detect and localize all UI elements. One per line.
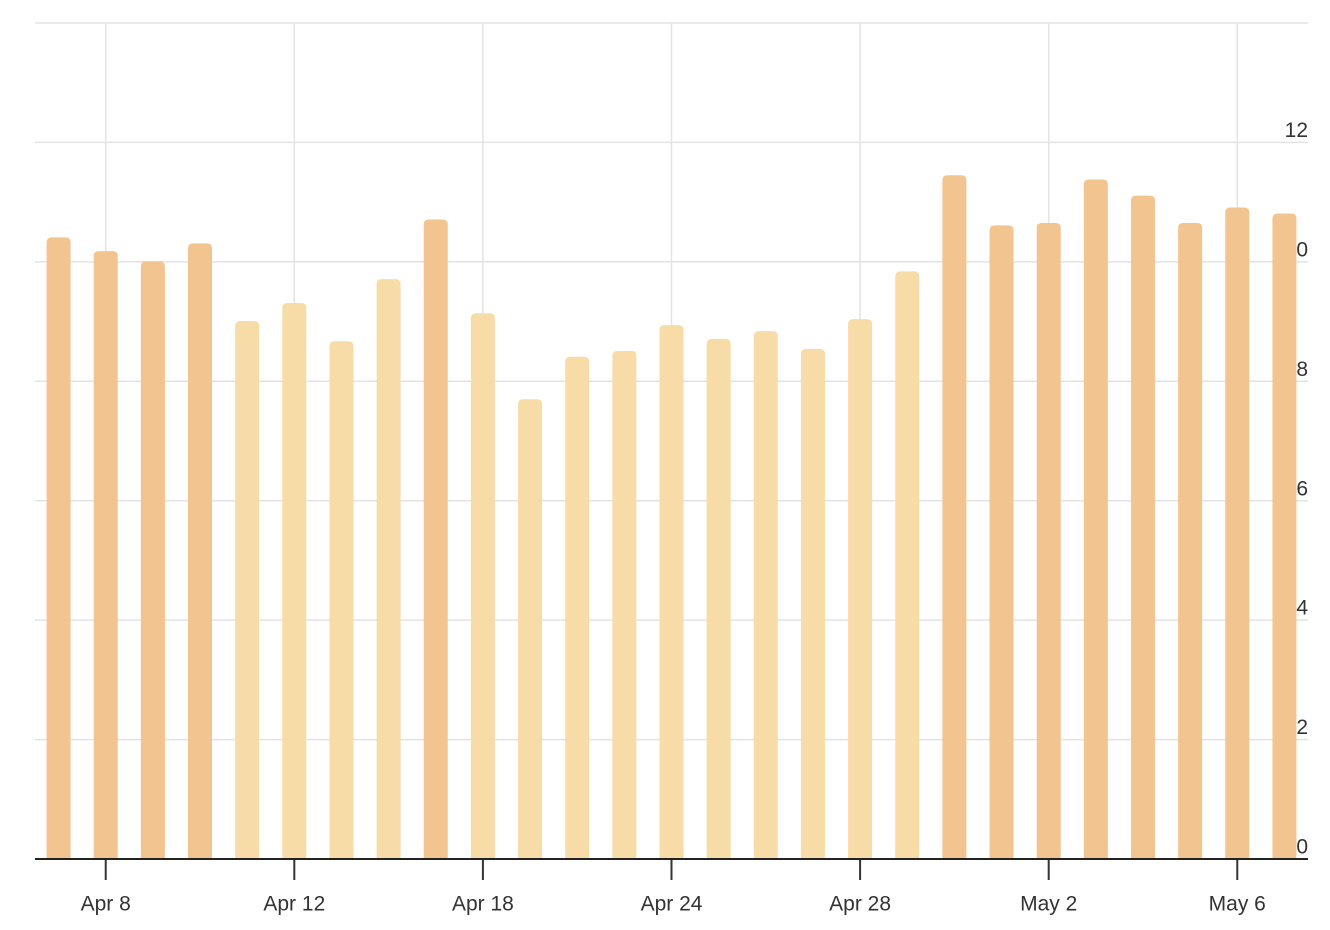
- bar: [1083, 179, 1108, 860]
- y-tick-label: 8: [1296, 358, 1308, 381]
- y-tick-label: 12: [1285, 119, 1308, 142]
- bar: [518, 399, 543, 859]
- bar: [423, 219, 448, 859]
- bar: [800, 349, 825, 859]
- y-tick-label: 2: [1296, 716, 1308, 739]
- x-tick-label: Apr 12: [263, 893, 325, 916]
- bar: [942, 175, 967, 859]
- bar: [376, 279, 401, 859]
- bar: [706, 338, 731, 860]
- bar: [1130, 195, 1155, 859]
- bar: [329, 341, 354, 860]
- bar: [565, 356, 590, 859]
- x-tick-label: May 2: [1020, 893, 1077, 916]
- bar: [659, 325, 684, 859]
- bar: [895, 271, 920, 859]
- bar: [848, 319, 873, 859]
- bar: [989, 225, 1014, 860]
- y-tick-label: 0: [1296, 836, 1308, 859]
- y-tick-label: 4: [1296, 597, 1308, 620]
- x-tick-label: Apr 24: [641, 893, 703, 916]
- bar: [1036, 223, 1061, 860]
- bar: [753, 331, 778, 859]
- x-tick-label: Apr 28: [829, 893, 891, 916]
- x-tick-label: May 6: [1209, 893, 1266, 916]
- bar: [282, 303, 307, 859]
- x-tick-label: Apr 18: [452, 893, 514, 916]
- bar: [93, 251, 118, 859]
- bar: [46, 237, 71, 860]
- bar: [1225, 207, 1250, 859]
- bar: [1178, 223, 1203, 860]
- bar: [140, 261, 165, 859]
- bar: [1272, 213, 1297, 859]
- bar: [470, 313, 495, 859]
- x-tick-label: Apr 8: [81, 893, 131, 916]
- bar: [612, 350, 637, 859]
- bar: [235, 320, 260, 860]
- y-tick-label: 6: [1296, 477, 1308, 500]
- bar: [188, 243, 213, 860]
